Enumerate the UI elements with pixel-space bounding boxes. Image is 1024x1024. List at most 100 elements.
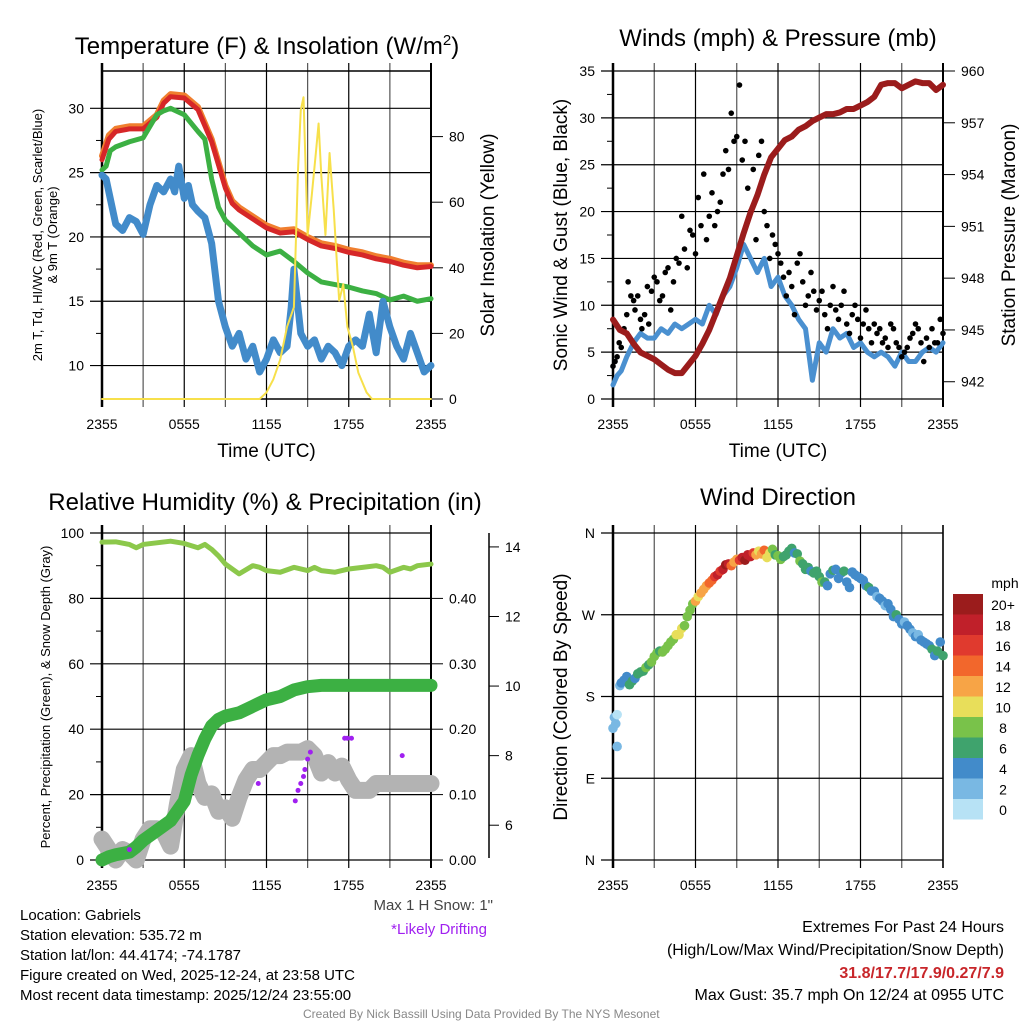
series-precipitation-line <box>95 678 438 867</box>
series-sonic-wind-line <box>610 241 946 388</box>
right-tick-label: 80 <box>449 129 465 145</box>
x-tick-label: 2355 <box>597 416 628 432</box>
y-tick-label: 0 <box>76 852 84 868</box>
gust-point <box>876 325 883 332</box>
gust-point <box>816 297 823 304</box>
legend-title: mph <box>991 575 1018 591</box>
gust-point <box>711 222 718 229</box>
wind-direction-point <box>935 637 946 647</box>
legend-label: 14 <box>995 659 1011 675</box>
x-tick-label: 1755 <box>333 416 364 432</box>
y2-axis-label: Station Pressure (Maroon) <box>999 124 1020 347</box>
gust-point <box>725 166 732 173</box>
drifting-point <box>301 774 307 780</box>
gust-point <box>841 288 847 295</box>
max-gust: Max Gust: 35.7 mph On 12/24 at 0955 UTC <box>694 987 1005 1004</box>
gust-point <box>819 288 825 295</box>
gust-point <box>907 335 913 341</box>
wind-direction-point <box>844 582 855 593</box>
gust-point <box>612 358 618 365</box>
extremes-subtitle: (High/Low/Max Wind/Precipitation/Snow De… <box>666 942 1004 959</box>
gust-point <box>639 325 645 332</box>
right-tick-label: 0 <box>449 391 457 407</box>
gust-point <box>744 185 751 191</box>
legend-swatch <box>953 758 983 779</box>
gust-point <box>720 171 726 177</box>
gust-point <box>659 293 666 299</box>
gust-point <box>755 152 762 159</box>
gust-point <box>940 330 946 337</box>
drifting-point <box>298 780 304 786</box>
drifting-point <box>305 756 311 762</box>
chart-title: Relative Humidity (%) & Precipitation (i… <box>48 489 481 516</box>
right-tick-label: 942 <box>961 374 985 390</box>
y-tick-label: 0 <box>587 391 595 407</box>
gust-point <box>843 321 850 327</box>
y-tick-label: E <box>586 770 595 786</box>
gust-point <box>934 339 941 346</box>
gust-point <box>808 269 814 276</box>
gust-point <box>863 307 869 313</box>
gust-point <box>769 232 776 238</box>
gust-point <box>865 325 872 332</box>
y-tick-label: 15 <box>68 293 84 309</box>
gust-point <box>805 293 812 299</box>
gust-point <box>630 297 637 304</box>
y-tick-label: 35 <box>579 63 595 79</box>
drifting-point <box>292 798 298 804</box>
legend-swatch <box>953 635 983 656</box>
right-tick-label: 960 <box>961 63 985 79</box>
y-tick-label: 100 <box>61 525 85 541</box>
gust-point <box>706 213 713 220</box>
extremes-title: Extremes For Past 24 Hours <box>802 919 1004 936</box>
gust-point <box>695 194 702 201</box>
chart-title: Winds (mph) & Pressure (mb) <box>619 25 936 52</box>
chart-humidity: 2355 0555 1155 1755 2355 Relative Humidity (%… <box>38 489 521 893</box>
legend-label: 16 <box>995 638 1011 654</box>
precip-tick-label: 0.10 <box>449 787 476 803</box>
y-axis-label: Direction (Colored By Speed) <box>551 573 572 820</box>
x-tick-label: 1155 <box>251 416 281 432</box>
legend-label: 10 <box>995 700 1011 716</box>
gust-point <box>923 335 930 341</box>
gust-point <box>625 279 631 285</box>
drifting-point <box>126 847 132 853</box>
gust-point <box>813 307 820 313</box>
recent-data-timestamp: Most recent data timestamp: 2025/12/24 2… <box>20 987 352 1004</box>
y-tick-label: N <box>585 525 595 541</box>
legend-swatch <box>953 594 983 615</box>
gust-point <box>846 330 853 337</box>
wind-direction-point <box>679 620 690 631</box>
legend-label: 8 <box>999 720 1007 736</box>
drifting-point <box>302 767 308 773</box>
x-tick-label: 1755 <box>845 877 876 893</box>
right-tick-label: 948 <box>961 270 985 286</box>
x-tick-label: 2355 <box>86 877 117 893</box>
right-tick-label: 957 <box>961 115 985 131</box>
gust-point <box>882 335 889 341</box>
gust-point <box>904 344 911 351</box>
x-tick-label: 2355 <box>415 877 446 893</box>
series-insolation-line <box>101 96 432 400</box>
x-tick-label: 0555 <box>680 877 711 893</box>
chart-temperature: 2355 0555 1155 1755 2355 Temperature (F) & In… <box>30 32 499 462</box>
series-dewpoint-line <box>99 105 434 304</box>
wind-direction-point <box>792 549 803 559</box>
gust-point <box>887 321 894 327</box>
gust-point <box>879 339 886 346</box>
gust-point <box>717 199 724 205</box>
snow-tick-label: 10 <box>505 678 521 694</box>
x-axis-label: Time (UTC) <box>217 441 316 462</box>
x-tick-label: 2355 <box>927 416 958 432</box>
x-axis-label: Time (UTC) <box>729 441 828 462</box>
gust-point <box>714 208 721 215</box>
gust-point <box>810 288 817 295</box>
y-axis-label: Sonic Wind & Gust (Blue, Black) <box>551 99 572 371</box>
gust-point <box>874 330 880 337</box>
extremes-values: 31.8/17.7/17.9/0.27/7.9 <box>839 965 1004 982</box>
gust-point <box>641 311 648 318</box>
right-tick-label: 40 <box>449 260 465 276</box>
gust-point <box>728 110 735 116</box>
gust-point <box>758 138 765 145</box>
